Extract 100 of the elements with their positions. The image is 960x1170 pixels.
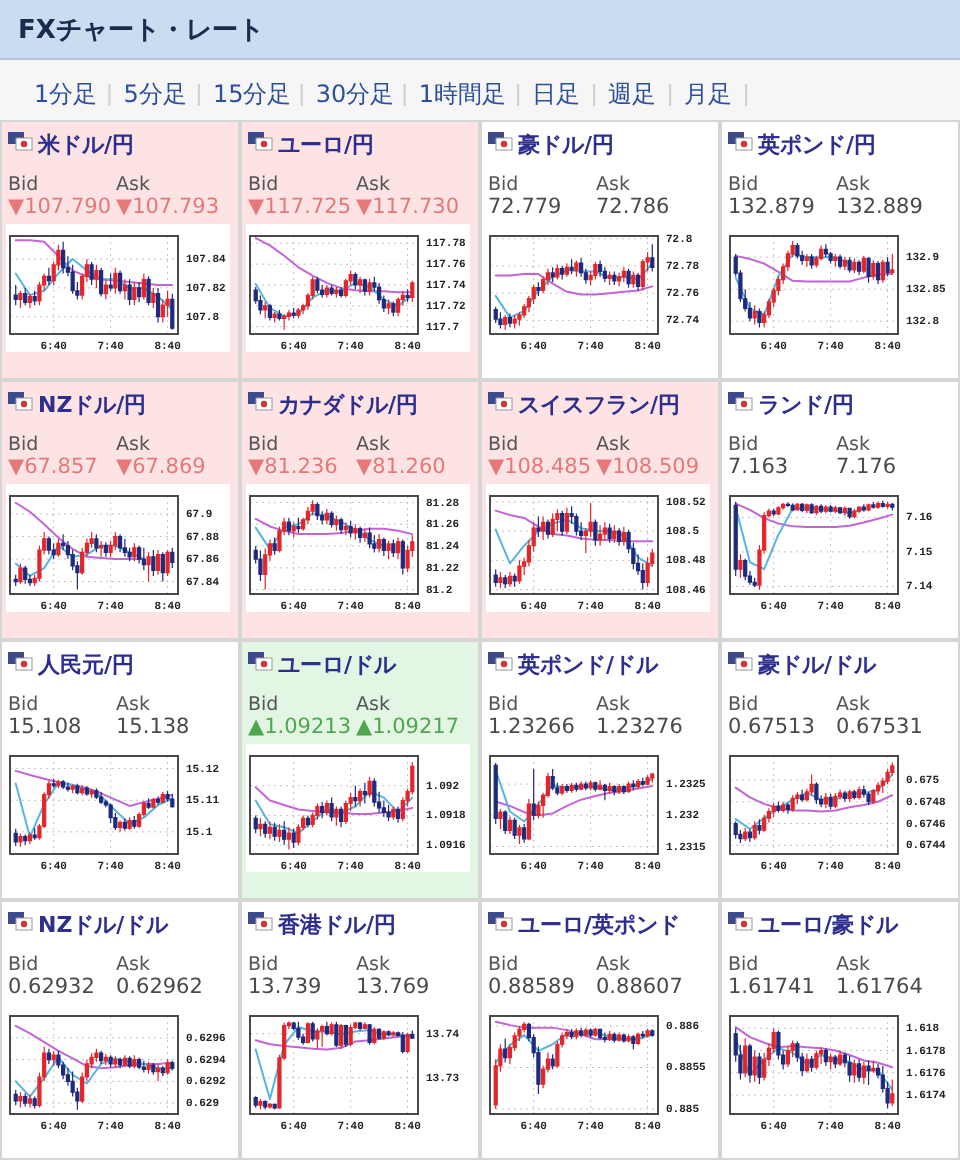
candlestick (747, 1043, 753, 1084)
candlestick (395, 296, 401, 317)
candlestick (395, 805, 401, 824)
candlestick (329, 1021, 334, 1037)
candlestick (809, 1055, 814, 1073)
chart-title: 豪ドル/ドル (756, 652, 879, 678)
candlestick (612, 524, 617, 544)
text: Bid (8, 954, 39, 976)
candlestick (339, 517, 344, 535)
candlestick (18, 562, 23, 585)
candlestick (32, 290, 37, 306)
candlestick (550, 266, 555, 283)
candlestick (151, 287, 156, 309)
text: 7.176 (836, 455, 897, 479)
candlestick (842, 790, 847, 803)
candlestick (146, 797, 151, 810)
candlestick (612, 270, 617, 286)
chart-title: ユーロ/円 (278, 132, 375, 158)
candlestick (564, 1028, 569, 1040)
chart-title: NZドル/ドル (38, 912, 171, 938)
candlestick (871, 501, 876, 510)
candlestick (132, 815, 137, 830)
candlestick (357, 525, 363, 544)
candlestick (386, 1029, 391, 1037)
candlestick (367, 1023, 372, 1046)
candlestick (267, 820, 273, 840)
candlestick (108, 802, 113, 824)
candlestick (146, 551, 151, 583)
candlestick (329, 284, 334, 297)
candlestick (804, 502, 809, 514)
candlestick (757, 307, 762, 329)
candlestick (165, 290, 170, 318)
candlestick (569, 258, 574, 275)
candlestick (381, 536, 386, 557)
text: FXチャート・レート (18, 16, 264, 46)
candlestick (545, 268, 551, 286)
candlestick (607, 782, 612, 795)
candlestick (871, 259, 876, 281)
text: 0.67513 (728, 715, 815, 739)
line-series (254, 281, 414, 318)
candlestick (650, 243, 655, 272)
line-series (494, 769, 654, 823)
candlestick (493, 568, 498, 588)
candlestick (616, 783, 622, 795)
candlestick (856, 505, 862, 514)
chart-title: 米ドル/円 (36, 132, 135, 158)
text: ▼107.793 (116, 195, 219, 219)
candlestick (37, 281, 42, 306)
candlestick (890, 761, 895, 777)
text: Ask (356, 694, 391, 716)
candlestick (747, 828, 753, 843)
candlestick (588, 270, 593, 286)
candlestick (574, 782, 579, 793)
candlestick (357, 788, 363, 808)
candlestick (597, 779, 603, 791)
candlestick (258, 294, 263, 315)
candlestick (23, 1092, 28, 1107)
candlestick (593, 518, 598, 547)
line-series (734, 502, 894, 529)
candlestick (493, 306, 498, 324)
text: Ask (596, 174, 631, 196)
candlestick (823, 504, 828, 514)
candlestick (99, 540, 104, 558)
candlestick (296, 307, 301, 319)
candlestick (324, 284, 329, 299)
candlestick (517, 824, 522, 845)
candlestick (122, 817, 127, 832)
candlestick (833, 792, 838, 809)
candlestick (541, 515, 546, 541)
chart-title: 人民元/円 (36, 652, 135, 678)
candlestick (84, 785, 89, 797)
candlestick (277, 525, 282, 554)
candlestick (833, 505, 838, 514)
candlestick (155, 549, 161, 576)
chart-title: 豪ドル/円 (516, 132, 615, 158)
text: 5分足 (123, 80, 187, 108)
candlestick (814, 1049, 819, 1071)
candlestick (405, 288, 410, 303)
line-series (734, 773, 894, 830)
text: Ask (836, 434, 871, 456)
candlestick (113, 1055, 118, 1068)
candlestick (866, 256, 871, 284)
candlestick (640, 1030, 645, 1040)
text: 日足 (532, 80, 581, 108)
line-series (734, 786, 894, 813)
candlestick (574, 512, 579, 537)
chart-title: ランド/円 (758, 392, 855, 418)
candlestick (348, 520, 353, 538)
line-series (254, 517, 414, 536)
candlestick (13, 1089, 18, 1106)
text: Ask (836, 954, 871, 976)
candlestick (766, 807, 772, 824)
candlestick (588, 779, 593, 791)
text: 0.62932 (8, 975, 95, 999)
candlestick (165, 549, 170, 577)
candlestick (871, 1059, 876, 1074)
candlestick (612, 1032, 617, 1044)
candlestick (23, 565, 28, 585)
candlestick (842, 505, 847, 517)
candlestick (122, 1054, 127, 1068)
